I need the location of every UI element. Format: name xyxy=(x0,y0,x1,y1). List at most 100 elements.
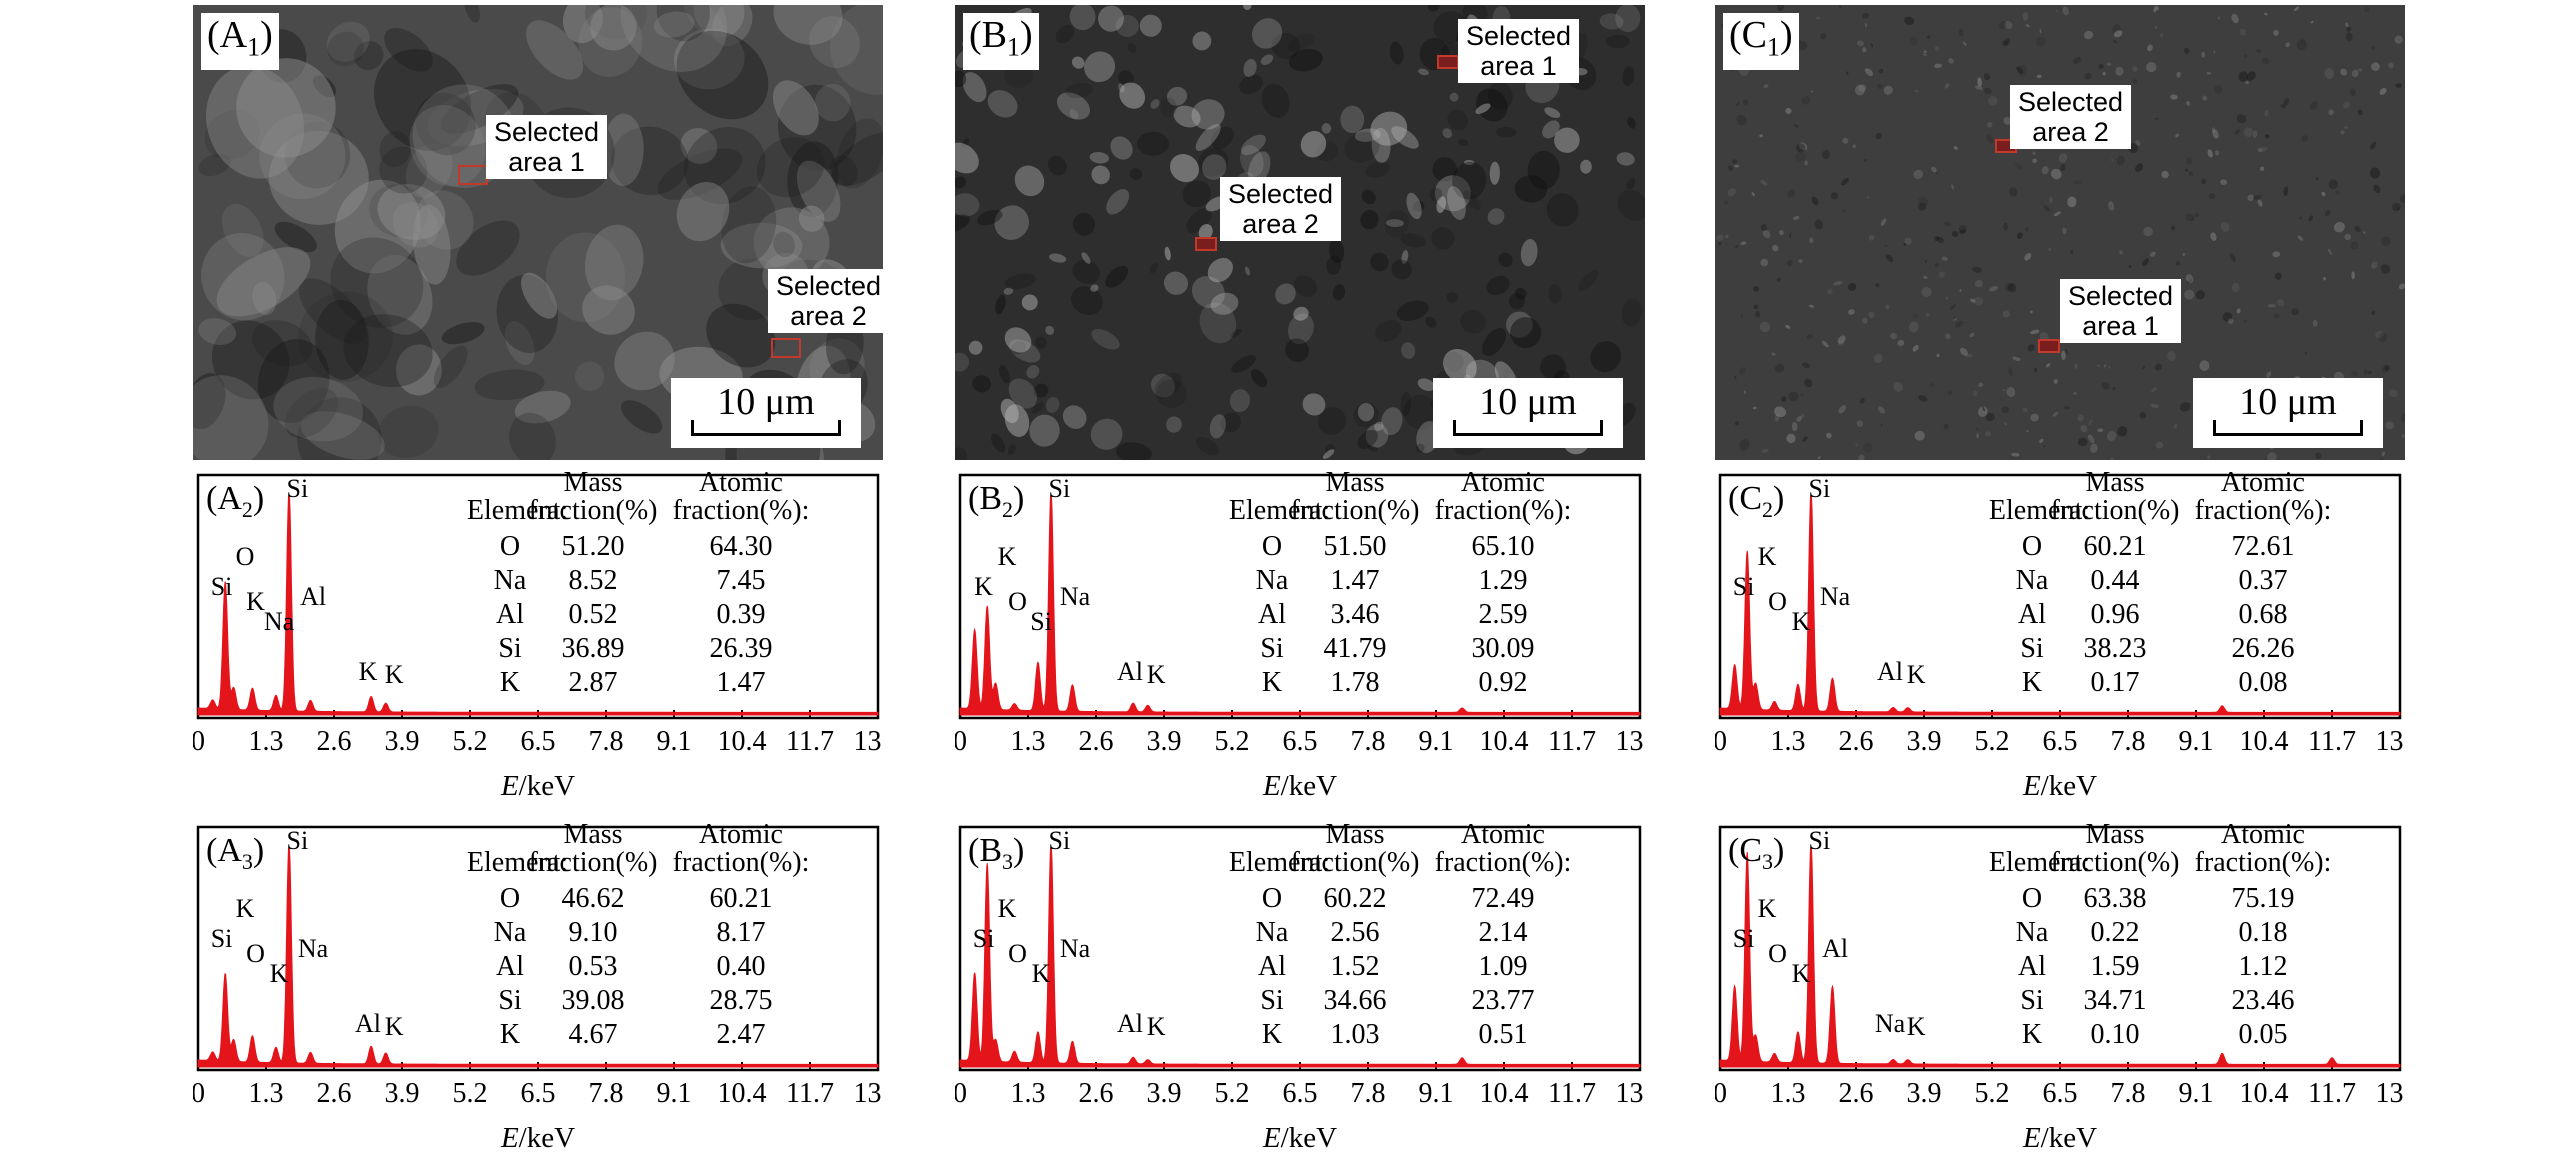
table-cell-atomic: 0.08 xyxy=(2239,667,2288,698)
peak-label: K xyxy=(246,587,265,616)
spectrum-trace xyxy=(1719,845,2401,1068)
peak-label: K xyxy=(1758,542,1777,571)
x-tick-label: 0 xyxy=(955,1078,967,1109)
peak-label: K xyxy=(998,894,1017,923)
table-header-atomic-line1: Atomic xyxy=(2221,470,2305,498)
sem-image: (B1) Selected area 1 Selected area 2 10 μm xyxy=(955,5,1645,460)
panel-label: (C1) xyxy=(1723,13,1799,70)
table-cell-atomic: 28.75 xyxy=(710,985,773,1016)
eds-chart: 0 1.3 2.6 3.9 5.2 6.5 7.8 9.1 10.4 11.7 13.0 E/keV (… xyxy=(193,470,883,800)
eds-spectrum-b3: 0 1.3 2.6 3.9 5.2 6.5 7.8 9.1 10.4 11.7 13.0 E/keV (… xyxy=(955,822,1645,1152)
table-cell-element: K xyxy=(2022,1019,2042,1050)
table-header-atomic-line1: Atomic xyxy=(2221,822,2305,850)
table-cell-mass: 46.62 xyxy=(562,883,625,914)
peak-label: Si xyxy=(1049,474,1071,503)
table-cell-element: O xyxy=(1262,883,1282,914)
eds-chart: 0 1.3 2.6 3.9 5.2 6.5 7.8 9.1 10.4 11.7 13.0 E/keV (… xyxy=(1715,822,2405,1152)
table-cell-element: O xyxy=(500,883,520,914)
x-tick-label: 3.9 xyxy=(385,1078,420,1109)
peak-label: K xyxy=(1032,959,1051,988)
peak-label: Si xyxy=(1030,607,1052,636)
table-cell-atomic: 0.18 xyxy=(2239,917,2288,948)
x-tick-label: 3.9 xyxy=(1907,726,1942,757)
eds-chart: 0 1.3 2.6 3.9 5.2 6.5 7.8 9.1 10.4 11.7 13.0 E/keV (… xyxy=(955,822,1645,1152)
peak-label: K xyxy=(270,959,289,988)
column-c: (C1) Selected area 2 Selected area 1 10 μm 0 1.… xyxy=(1715,0,2405,1158)
x-tick-label: 10.4 xyxy=(2240,1078,2289,1109)
table-cell-mass: 1.47 xyxy=(1331,565,1380,596)
sem-image: (C1) Selected area 2 Selected area 1 10 μm xyxy=(1715,5,2405,460)
spectrum-trace xyxy=(197,493,879,716)
eds-chart: 0 1.3 2.6 3.9 5.2 6.5 7.8 9.1 10.4 11.7 13.0 E/keV (… xyxy=(193,822,883,1152)
peak-label: Al xyxy=(1117,657,1143,686)
table-cell-atomic: 2.59 xyxy=(1479,599,1528,630)
x-tick-label: 9.1 xyxy=(1419,726,1454,757)
table-cell-element: K xyxy=(500,667,520,698)
table-header-mass-line1: Mass xyxy=(563,822,622,850)
x-tick-label: 10.4 xyxy=(2240,726,2289,757)
spectrum-trace xyxy=(959,845,1641,1068)
x-tick-label: 2.6 xyxy=(1839,1078,1874,1109)
table-cell-element: Al xyxy=(2018,599,2046,630)
selected-area-1-box xyxy=(458,165,488,185)
table-cell-atomic: 1.12 xyxy=(2239,951,2288,982)
x-tick-label: 7.8 xyxy=(589,726,624,757)
table-header-mass-line2: fraction(%) xyxy=(2050,847,2179,878)
table-cell-mass: 60.21 xyxy=(2084,531,2147,562)
peak-label: K xyxy=(359,657,378,686)
table-cell-atomic: 2.47 xyxy=(717,1019,766,1050)
peak-label: Si xyxy=(211,572,233,601)
table-cell-atomic: 26.39 xyxy=(710,633,773,664)
x-tick-label: 5.2 xyxy=(453,726,488,757)
table-cell-mass: 0.53 xyxy=(569,951,618,982)
peak-label: Si xyxy=(1809,474,1831,503)
table-cell-mass: 9.10 xyxy=(569,917,618,948)
table-cell-mass: 60.22 xyxy=(1324,883,1387,914)
table-cell-mass: 36.89 xyxy=(562,633,625,664)
x-tick-label: 0 xyxy=(1715,726,1727,757)
table-header-atomic-line2: fraction(%): xyxy=(2195,847,2332,878)
scale-bar-line xyxy=(1453,420,1603,436)
table-cell-mass: 2.56 xyxy=(1331,917,1380,948)
table-header-mass-line1: Mass xyxy=(563,470,622,498)
table-cell-element: Si xyxy=(2020,633,2044,664)
x-tick-label: 5.2 xyxy=(1975,726,2010,757)
table-cell-atomic: 0.40 xyxy=(717,951,766,982)
x-tick-label: 0 xyxy=(955,726,967,757)
sem-image: (A1) Selected area 1 Selected area 2 10 μm xyxy=(193,5,883,460)
table-cell-mass: 1.03 xyxy=(1331,1019,1380,1050)
table-header-element: Element: xyxy=(467,847,568,878)
peak-label: Si xyxy=(1733,924,1755,953)
table-cell-atomic: 64.30 xyxy=(710,531,773,562)
table-header-element: Element: xyxy=(1989,847,2090,878)
table-header-mass-line1: Mass xyxy=(1325,822,1384,850)
peak-label: Na xyxy=(1875,1009,1906,1038)
x-tick-label: 6.5 xyxy=(2043,726,2078,757)
table-header-atomic-line2: fraction(%): xyxy=(1435,495,1572,526)
table-cell-element: Na xyxy=(1256,565,1289,596)
table-cell-element: O xyxy=(2022,531,2042,562)
peak-label: O xyxy=(1768,939,1787,968)
table-cell-atomic: 1.47 xyxy=(717,667,766,698)
x-tick-label: 1.3 xyxy=(1011,1078,1046,1109)
scale-bar-text: 10 μm xyxy=(2239,381,2337,423)
x-tick-label: 6.5 xyxy=(1283,726,1318,757)
x-tick-label: 13.0 xyxy=(2376,1078,2406,1109)
x-tick-label: 5.2 xyxy=(453,1078,488,1109)
selected-area-1-box xyxy=(1437,55,1459,69)
table-cell-element: Na xyxy=(1256,917,1289,948)
scale-bar-line xyxy=(691,420,841,436)
eds-spectrum-c2: 0 1.3 2.6 3.9 5.2 6.5 7.8 9.1 10.4 11.7 13.0 E/keV (… xyxy=(1715,470,2405,800)
table-cell-atomic: 26.26 xyxy=(2232,633,2295,664)
table-cell-element: Si xyxy=(498,633,522,664)
table-cell-element: Si xyxy=(498,985,522,1016)
selected-area-1-label: Selected area 1 xyxy=(2060,279,2182,343)
x-axis-label: E/keV xyxy=(2022,1122,2097,1152)
peak-label: Na xyxy=(1060,582,1091,611)
table-header-mass-line1: Mass xyxy=(1325,470,1384,498)
peak-label: Al xyxy=(1822,934,1848,963)
peak-label: K xyxy=(998,542,1017,571)
peak-label: Si xyxy=(1809,826,1831,855)
table-cell-element: Si xyxy=(2020,985,2044,1016)
table-header-element: Element: xyxy=(1229,495,1330,526)
